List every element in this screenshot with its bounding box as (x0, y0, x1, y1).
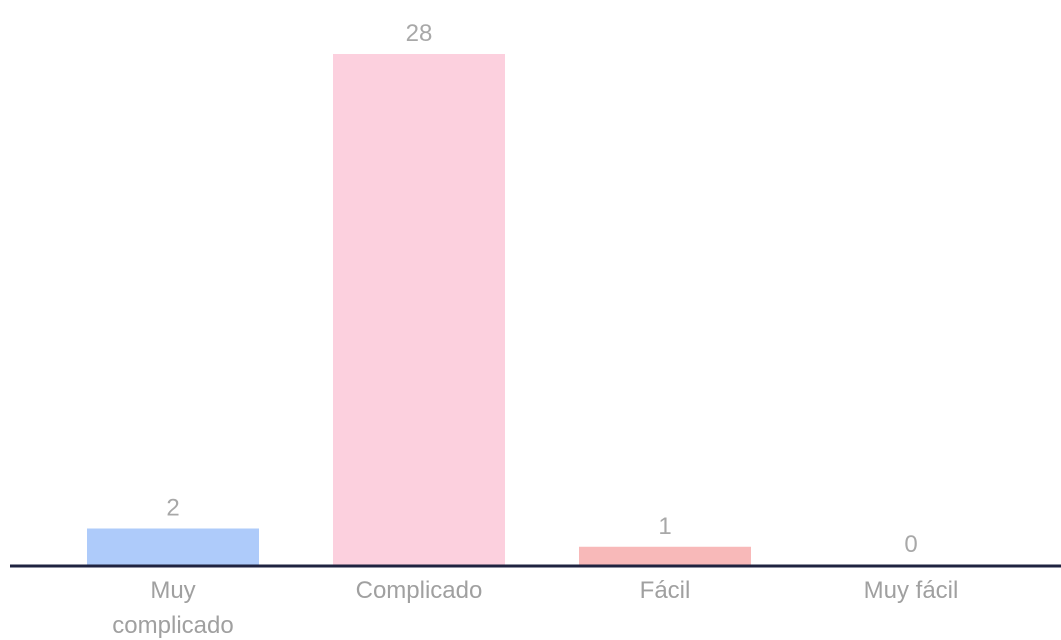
bar-2 (579, 546, 751, 565)
x-tick-label-1-line-0: Complicado (356, 577, 483, 604)
x-tick-label-2: Fácil (640, 577, 691, 604)
value-label-3: 0 (904, 531, 917, 558)
bar-0 (87, 528, 259, 565)
value-label-0: 2 (166, 495, 179, 522)
value-label-1: 28 (406, 20, 433, 47)
bar-1 (333, 54, 505, 565)
x-tick-label-0-line-0: Muy (150, 577, 195, 604)
value-label-2: 1 (658, 513, 671, 540)
x-tick-label-1: Complicado (356, 577, 483, 604)
x-tick-label-3-line-0: Muy fácil (864, 577, 959, 604)
x-tick-label-0: Muy complicado (112, 577, 233, 639)
bars-group (87, 54, 751, 565)
x-tick-labels-group: Muy complicado Complicado Fácil Muy fácil (112, 577, 958, 639)
value-labels-group: 2 28 1 0 (166, 20, 917, 558)
x-tick-label-2-line-0: Fácil (640, 577, 691, 604)
x-tick-label-3: Muy fácil (864, 577, 959, 604)
x-tick-label-0-line-1: complicado (112, 612, 233, 639)
